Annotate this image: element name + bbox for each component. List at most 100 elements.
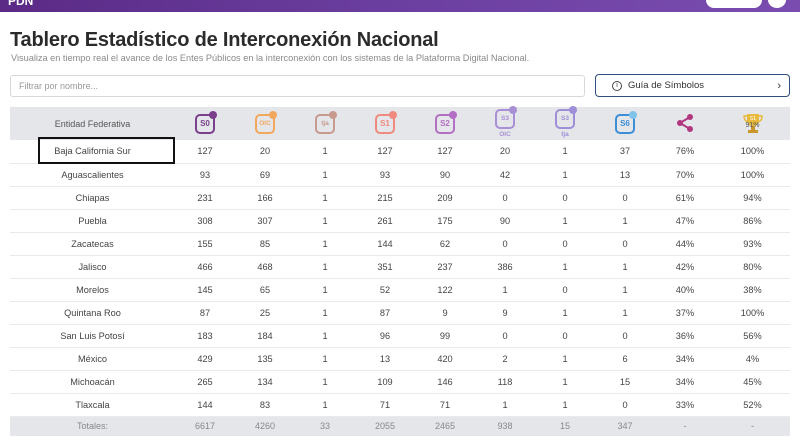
header-s1[interactable]: S1 <box>355 107 415 140</box>
table-row[interactable]: Puebla 308 307 1 261 175 90 1 1 47% 86% <box>10 209 790 233</box>
cell-entity[interactable]: Quintana Roo <box>10 301 175 325</box>
cell-s3-oic: 386 <box>475 255 535 279</box>
table-row[interactable]: Baja California Sur 127 20 1 127 127 20 1 37 76% 1… <box>10 140 790 164</box>
cell-s6: 6 <box>595 347 655 371</box>
cell-entity[interactable]: Michoacán <box>10 370 175 394</box>
s3-oic-icon: S3 OIC <box>495 106 517 138</box>
share-icon <box>677 113 693 132</box>
cell-s6: 0 <box>595 186 655 210</box>
cell-trophy-pct: 4% <box>715 347 790 371</box>
cell-s6: 1 <box>595 301 655 325</box>
table-row[interactable]: Jalisco 466 468 1 351 237 386 1 1 42% 80% <box>10 255 790 279</box>
header-oic[interactable]: OIC <box>235 107 295 140</box>
s0-system-icon: S0 <box>195 110 217 134</box>
table-row[interactable]: Zacatecas 155 85 1 144 62 0 0 0 44% 93% <box>10 232 790 256</box>
cell-entity[interactable]: Baja California Sur <box>10 140 175 164</box>
cell-trophy-pct: 94% <box>715 186 790 210</box>
cell-s1: 109 <box>355 370 415 394</box>
cell-tja: 1 <box>295 232 355 256</box>
cell-tja: 1 <box>295 140 355 164</box>
table-row[interactable]: México 429 135 1 13 420 2 1 6 34% 4% <box>10 347 790 371</box>
cell-s2: 237 <box>415 255 475 279</box>
pdn-logo[interactable]: PDN <box>8 0 34 8</box>
cell-s2: 90 <box>415 163 475 187</box>
table-row[interactable]: Michoacán 265 134 1 109 146 118 1 15 34% 45% <box>10 370 790 394</box>
cell-s0: 308 <box>175 209 235 233</box>
table-row[interactable]: Chiapas 231 166 1 215 209 0 0 0 61% 94% <box>10 186 790 210</box>
header-tja[interactable]: tja <box>295 107 355 140</box>
table-row[interactable]: Aguascalientes 93 69 1 93 90 42 1 13 70% 100% <box>10 163 790 187</box>
table-row[interactable]: Morelos 145 65 1 52 122 1 0 1 40% 38% <box>10 278 790 302</box>
cell-entity[interactable]: San Luis Potosí <box>10 324 175 348</box>
total-oic: 4260 <box>235 416 295 436</box>
table-row[interactable]: Tlaxcala 144 83 1 71 71 1 1 0 33% 52% <box>10 393 790 417</box>
filter-by-name-input[interactable] <box>10 75 585 97</box>
page-title: Tablero Estadístico de Interconexión Nac… <box>10 29 439 51</box>
cell-s6: 0 <box>595 232 655 256</box>
cell-tja: 1 <box>295 301 355 325</box>
header-s0[interactable]: S0 <box>175 107 235 140</box>
cell-s3-tja: 0 <box>535 324 595 348</box>
cell-trophy-pct: 100% <box>715 163 790 187</box>
header-s6[interactable]: S6 <box>595 107 655 140</box>
cell-s6: 1 <box>595 255 655 279</box>
cell-oic: 65 <box>235 278 295 302</box>
cell-share-pct: 70% <box>655 163 715 187</box>
cell-s1: 52 <box>355 278 415 302</box>
page-subtitle: Visualiza en tiempo real el avance de lo… <box>11 53 530 63</box>
oic-icon: OIC <box>255 110 277 134</box>
cell-s0: 231 <box>175 186 235 210</box>
cell-s3-oic: 0 <box>475 186 535 210</box>
header-trophy[interactable]: S1 91% <box>715 107 790 140</box>
table-row[interactable]: Quintana Roo 87 25 1 87 9 9 1 1 37% 100% <box>10 301 790 325</box>
cell-s6: 15 <box>595 370 655 394</box>
header-s3-oic[interactable]: S3 OIC <box>475 106 535 140</box>
cell-s3-oic: 1 <box>475 393 535 417</box>
header-entidad-federativa[interactable]: Entidad Federativa <box>10 107 175 140</box>
cell-tja: 1 <box>295 393 355 417</box>
cell-s0: 466 <box>175 255 235 279</box>
cell-s3-tja: 1 <box>535 255 595 279</box>
cell-share-pct: 40% <box>655 278 715 302</box>
cell-s3-oic: 42 <box>475 163 535 187</box>
cell-oic: 135 <box>235 347 295 371</box>
header-s2[interactable]: S2 <box>415 107 475 140</box>
s3-tja-icon: S3 tja <box>555 106 577 138</box>
cell-share-pct: 34% <box>655 370 715 394</box>
header-s3-tja[interactable]: S3 tja <box>535 106 595 140</box>
cell-trophy-pct: 93% <box>715 232 790 256</box>
cell-entity[interactable]: Aguascalientes <box>10 163 175 187</box>
cell-entity[interactable]: México <box>10 347 175 371</box>
chevron-right-icon: › <box>777 79 781 92</box>
cell-s1: 13 <box>355 347 415 371</box>
cell-s2: 122 <box>415 278 475 302</box>
cell-entity[interactable]: Jalisco <box>10 255 175 279</box>
cell-entity[interactable]: Chiapas <box>10 186 175 210</box>
cell-share-pct: 37% <box>655 301 715 325</box>
total-tja: 33 <box>295 416 355 436</box>
cell-s2: 209 <box>415 186 475 210</box>
cell-trophy-pct: 100% <box>715 301 790 325</box>
user-menu-button[interactable] <box>706 0 762 8</box>
cell-s1: 144 <box>355 232 415 256</box>
total-s0: 6617 <box>175 416 235 436</box>
cell-s1: 261 <box>355 209 415 233</box>
cell-s2: 146 <box>415 370 475 394</box>
cell-s6: 0 <box>595 324 655 348</box>
help-button[interactable] <box>768 0 786 8</box>
cell-entity[interactable]: Puebla <box>10 209 175 233</box>
cell-s1: 93 <box>355 163 415 187</box>
header-share[interactable] <box>655 107 715 140</box>
symbols-guide-button[interactable]: i Guía de Símbolos › <box>595 74 790 97</box>
cell-entity[interactable]: Tlaxcala <box>10 393 175 417</box>
cell-s6: 0 <box>595 393 655 417</box>
cell-tja: 1 <box>295 278 355 302</box>
cell-share-pct: 44% <box>655 232 715 256</box>
cell-entity[interactable]: Zacatecas <box>10 232 175 256</box>
cell-tja: 1 <box>295 163 355 187</box>
cell-entity[interactable]: Morelos <box>10 278 175 302</box>
total-s2: 2465 <box>415 416 475 436</box>
table-row[interactable]: San Luis Potosí 183 184 1 96 99 0 0 0 36% 56% <box>10 324 790 348</box>
total-s3-tja: 15 <box>535 416 595 436</box>
total-s3-oic: 938 <box>475 416 535 436</box>
